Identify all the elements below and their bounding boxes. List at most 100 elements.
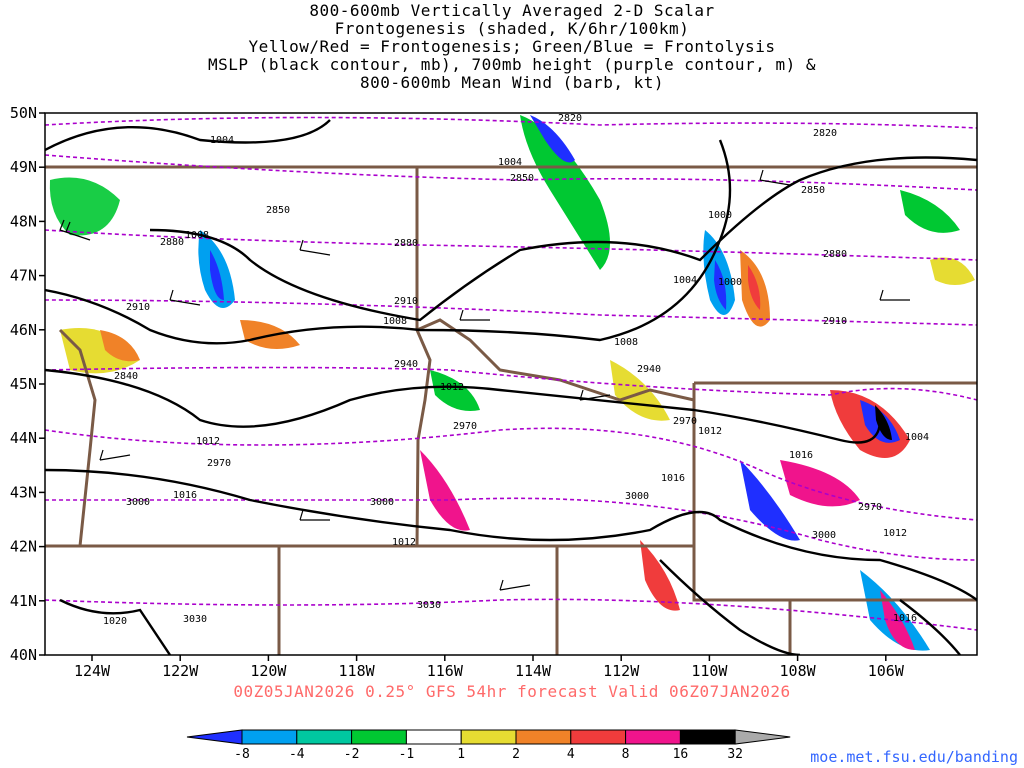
title-line-4: MSLP (black contour, mb), 700mb height (… — [208, 55, 816, 74]
height-label: 3030 — [417, 600, 441, 611]
mslp-label: 1016 — [661, 473, 685, 484]
mslp-label: 1008 — [614, 337, 638, 348]
height-label: 2820 — [813, 128, 837, 139]
mslp-label: 1004 — [498, 157, 522, 168]
colorbar-tick-label: 16 — [673, 747, 689, 762]
mslp-label: 1008 — [383, 316, 407, 327]
credit-link[interactable]: moe.met.fsu.edu/banding — [810, 748, 1018, 766]
lon-tick-label: 108W — [780, 662, 817, 680]
forecast-valid-footer: 00Z05JAN2026 0.25° GFS 54hr forecast Val… — [233, 682, 791, 701]
colorbar-segment — [460, 729, 517, 745]
height-label: 2880 — [394, 238, 418, 249]
mslp-contours — [45, 119, 977, 655]
mslp-label: 1016 — [893, 613, 917, 624]
height-label: 2970 — [858, 502, 882, 513]
colorbar-tick-label: -4 — [289, 747, 305, 762]
colorbar-tick-label: -8 — [234, 747, 250, 762]
lat-tick-label: 47N — [10, 267, 37, 285]
lon-tick-label: 110W — [691, 662, 728, 680]
longitude-axis: 124W 122W 120W 118W 116W 114W 112W 110W 108W 106W — [74, 655, 905, 680]
mslp-label-group: 1004 1004 1008 1000 1000 1004 1008 1008 … — [103, 135, 929, 627]
title-line-2: Frontogenesis (shaded, K/6hr/100km) — [334, 19, 690, 38]
colorbar-segment — [186, 729, 243, 745]
height-label: 3000 — [625, 491, 649, 502]
height-label: 3000 — [370, 497, 394, 508]
lon-tick-label: 120W — [250, 662, 287, 680]
colorbar-tick-label: 2 — [512, 747, 520, 762]
lat-tick-label: 44N — [10, 429, 37, 447]
wind-barbs — [59, 169, 910, 591]
height-label: 2840 — [114, 371, 138, 382]
mslp-label: 1008 — [185, 230, 209, 241]
lat-tick-label: 48N — [10, 212, 37, 230]
height-label: 2970 — [453, 421, 477, 432]
mslp-label: 1004 — [905, 432, 929, 443]
mslp-label: 1012 — [883, 528, 907, 539]
lat-tick-label: 43N — [10, 483, 37, 501]
lon-tick-label: 112W — [603, 662, 640, 680]
height-contours — [45, 116, 977, 631]
mslp-label: 1004 — [210, 135, 234, 146]
height-label: 3000 — [812, 530, 836, 541]
lon-tick-label: 122W — [162, 662, 199, 680]
height-label: 2970 — [673, 416, 697, 427]
height-label: 2940 — [394, 359, 418, 370]
lon-tick-label: 118W — [339, 662, 376, 680]
colorbar: -8 -4 -2 -1 1 2 4 8 16 32 — [186, 729, 791, 762]
colorbar-tick-label: 1 — [457, 747, 465, 762]
colorbar-segment — [679, 729, 736, 745]
latitude-axis: 50N 49N 48N 47N 46N 45N 44N 43N 42N 41N 40N — [10, 104, 45, 664]
height-label: 3000 — [126, 497, 150, 508]
lat-tick-label: 46N — [10, 321, 37, 339]
mslp-label: 1016 — [789, 450, 813, 461]
height-label: 2850 — [801, 185, 825, 196]
height-label: 2850 — [266, 205, 290, 216]
lat-tick-label: 45N — [10, 375, 37, 393]
colorbar-segment — [351, 729, 407, 745]
mslp-label: 1000 — [708, 210, 732, 221]
lat-tick-label: 50N — [10, 104, 37, 122]
lon-tick-label: 116W — [427, 662, 464, 680]
colorbar-segment — [405, 729, 462, 745]
height-label: 2970 — [207, 458, 231, 469]
height-label: 2910 — [394, 296, 418, 307]
height-label: 2910 — [126, 302, 150, 313]
colorbar-tick-label: -1 — [399, 747, 415, 762]
title-line-1: 800-600mb Vertically Averaged 2-D Scalar — [309, 1, 715, 20]
colorbar-segment — [570, 729, 627, 745]
lon-tick-label: 114W — [515, 662, 552, 680]
mslp-label: 1012 — [440, 382, 464, 393]
frontogenesis-shading — [49, 115, 975, 651]
lon-tick-label: 106W — [868, 662, 905, 680]
title-line-3: Yellow/Red = Frontogenesis; Green/Blue =… — [248, 37, 776, 56]
mslp-label: 1000 — [718, 277, 742, 288]
height-label: 3030 — [183, 614, 207, 625]
height-label-group: 2820 2820 2850 2850 2850 2880 2880 2880 … — [114, 113, 882, 625]
colorbar-tick-label: 32 — [727, 747, 743, 762]
height-label: 2910 — [823, 316, 847, 327]
colorbar-segment — [625, 729, 681, 745]
mslp-label: 1012 — [392, 537, 416, 548]
colorbar-segment — [296, 729, 353, 745]
mslp-label: 1012 — [698, 426, 722, 437]
mslp-label: 1016 — [173, 490, 197, 501]
height-label: 2880 — [160, 237, 184, 248]
height-label: 2880 — [823, 249, 847, 260]
lat-tick-label: 42N — [10, 538, 37, 556]
height-label: 2850 — [510, 173, 534, 184]
mslp-label: 1004 — [673, 275, 697, 286]
lat-tick-label: 40N — [10, 646, 37, 664]
colorbar-tick-label: -2 — [344, 747, 360, 762]
height-label: 2940 — [637, 364, 661, 375]
mslp-label: 1020 — [103, 616, 127, 627]
colorbar-tick-label: 4 — [567, 747, 575, 762]
lat-tick-label: 41N — [10, 592, 37, 610]
mslp-label: 1012 — [196, 436, 220, 447]
colorbar-segment — [241, 729, 298, 745]
title-line-5: 800-600mb Mean Wind (barb, kt) — [360, 73, 664, 92]
height-label: 2820 — [558, 113, 582, 124]
colorbar-segment — [515, 729, 572, 745]
lon-tick-label: 124W — [74, 662, 111, 680]
state-borders — [45, 165, 977, 655]
